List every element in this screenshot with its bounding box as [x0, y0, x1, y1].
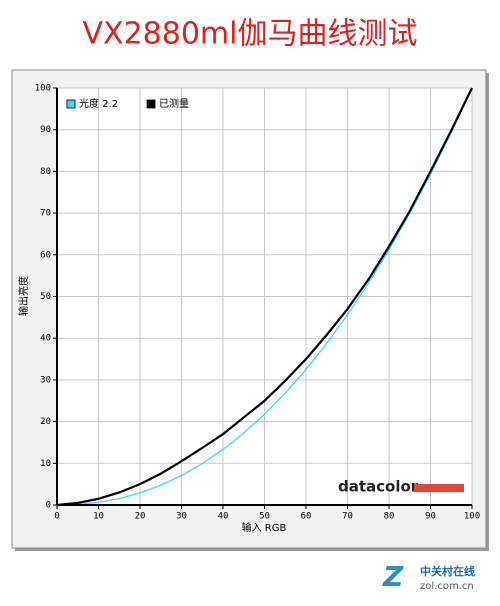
y-tick-label: 10: [40, 459, 51, 469]
y-tick-label: 80: [40, 167, 51, 177]
x-tick-label: 80: [384, 512, 395, 522]
x-tick-label: 60: [301, 512, 312, 522]
logo: datacolor: [338, 478, 419, 496]
y-tick-label: 20: [40, 417, 51, 427]
x-tick-label: 0: [54, 512, 59, 522]
y-axis-label: 输出亮度: [17, 276, 30, 316]
x-tick-label: 30: [176, 512, 187, 522]
chart-title: VX2880ml伽马曲线测试: [83, 17, 418, 52]
x-tick-label: 100: [464, 512, 480, 522]
y-tick-label: 30: [40, 375, 51, 385]
x-tick-label: 20: [135, 512, 146, 522]
y-tick-label: 70: [40, 209, 51, 219]
x-tick-label: 70: [342, 512, 353, 522]
x-axis-label: 输入 RGB: [242, 521, 287, 534]
x-tick-label: 40: [218, 512, 229, 522]
legend-label: 光度 2.2: [79, 97, 118, 110]
y-tick-label: 50: [40, 292, 51, 302]
y-tick-label: 90: [40, 125, 51, 135]
x-tick-label: 50: [259, 512, 270, 522]
y-tick-label: 0: [46, 501, 51, 511]
x-tick-label: 90: [425, 512, 436, 522]
watermark-site: zol.com.cn: [420, 581, 474, 592]
logo-bar: [414, 484, 464, 492]
legend-swatch: [146, 99, 156, 109]
watermark-icon: Z: [382, 560, 404, 593]
y-tick-label: 60: [40, 250, 51, 260]
legend-swatch: [66, 99, 76, 109]
x-tick-label: 10: [93, 512, 104, 522]
series-line: [56, 87, 473, 506]
watermark-name: 中关村在线: [420, 564, 475, 578]
y-tick-label: 40: [40, 334, 51, 344]
series-line: [56, 87, 473, 507]
y-tick-label: 100: [35, 84, 51, 94]
legend-label: 已测量: [159, 97, 189, 110]
